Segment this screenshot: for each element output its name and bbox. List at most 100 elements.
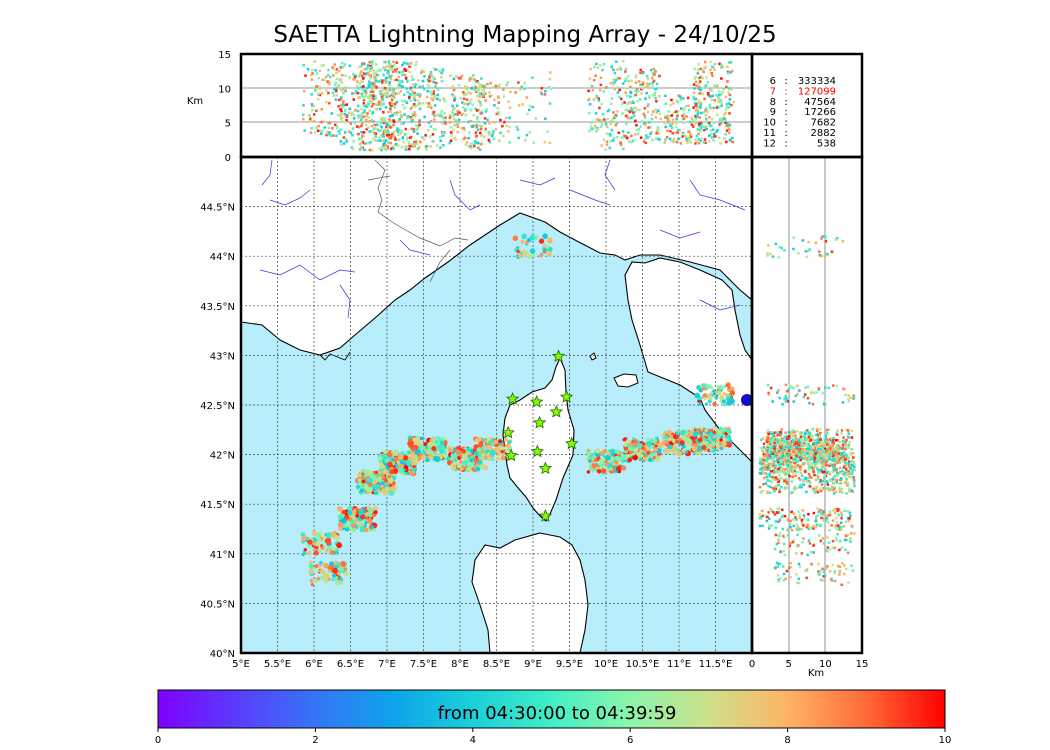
side-lightning-point xyxy=(777,470,780,474)
altitude-lightning-point xyxy=(728,123,732,127)
altitude-lightning-point xyxy=(422,87,426,91)
altitude-lightning-point xyxy=(694,101,698,105)
altitude-lightning-point xyxy=(429,145,432,148)
side-lightning-point xyxy=(813,456,816,460)
altitude-lightning-point xyxy=(339,117,343,120)
altitude-lightning-point xyxy=(325,131,329,135)
altitude-lightning-point xyxy=(681,114,684,117)
altitude-lightning-point xyxy=(465,93,468,96)
altitude-lightning-point xyxy=(371,81,374,85)
side-lightning-point xyxy=(828,513,832,517)
altitude-lightning-point xyxy=(708,103,712,107)
map-lightning-point xyxy=(456,463,462,469)
altitude-lightning-point xyxy=(372,90,375,93)
side-lightning-point xyxy=(853,479,856,482)
side-lightning-point xyxy=(836,564,840,568)
altitude-lightning-point xyxy=(693,120,696,124)
altitude-lightning-point xyxy=(448,141,451,145)
stats-panel: 6:3333347:1270998:475649:1726610:768211:… xyxy=(750,52,864,159)
map-lightning-point xyxy=(547,250,553,256)
side-lightning-point xyxy=(847,472,851,475)
lat-tick-label: 43°N xyxy=(210,351,235,362)
altitude-lightning-point xyxy=(646,75,649,78)
altitude-lightning-point xyxy=(488,95,492,98)
map-lightning-point xyxy=(427,441,434,448)
altitude-lightning-point xyxy=(658,112,662,115)
altitude-lightning-point xyxy=(406,117,409,120)
altitude-lightning-point xyxy=(626,116,629,119)
altitude-lightning-point xyxy=(401,103,404,107)
altitude-lightning-point xyxy=(593,65,596,69)
altitude-lightning-point xyxy=(712,106,715,110)
altitude-lightning-point xyxy=(344,74,347,77)
side-lightning-point xyxy=(823,453,827,457)
altitude-lightning-point xyxy=(395,101,399,104)
altitude-lightning-point xyxy=(641,80,645,84)
altitude-lightning-point xyxy=(374,97,377,100)
side-lightning-point xyxy=(790,436,793,439)
side-lightning-point xyxy=(824,440,827,443)
altitude-lightning-point xyxy=(363,110,366,114)
altitude-lightning-point xyxy=(382,73,385,77)
altitude-lightning-point xyxy=(693,67,696,71)
map-lightning-point xyxy=(624,449,628,454)
side-lightning-point xyxy=(786,454,789,457)
map-lightning-point xyxy=(505,444,511,450)
map-gridlines xyxy=(241,157,752,653)
map-lightning-point xyxy=(332,567,339,574)
side-lightning-point xyxy=(832,492,836,495)
map-lightning-point xyxy=(312,579,317,584)
altitude-lightning-point xyxy=(343,103,346,107)
altitude-lightning-point xyxy=(474,131,478,134)
altitude-lightning-point xyxy=(423,75,426,78)
altitude-lightning-point xyxy=(699,125,703,129)
map-lightning-point xyxy=(708,429,712,433)
station-marker xyxy=(538,461,553,475)
altitude-lightning-point xyxy=(362,97,365,100)
side-lightning-point xyxy=(823,451,827,455)
altitude-lightning-point xyxy=(368,130,371,133)
lon-tick-label: 10°E xyxy=(594,659,618,670)
altitude-lightning-point xyxy=(602,118,606,121)
altitude-lightning-point xyxy=(372,137,375,141)
side-lightning-point xyxy=(779,550,782,554)
altitude-lightning-point xyxy=(465,98,469,101)
altitude-lightning-point xyxy=(605,86,608,89)
altitude-lightning-point xyxy=(391,90,395,94)
side-lightning-point xyxy=(824,487,828,491)
side-lightning-point xyxy=(805,519,809,522)
altitude-lightning-point xyxy=(361,141,365,145)
map-lightning-point xyxy=(372,506,378,511)
altitude-lightning-point xyxy=(655,111,659,114)
map-lightning-point xyxy=(336,562,340,566)
side-lightning-point xyxy=(765,519,769,523)
altitude-lightning-point xyxy=(492,130,495,133)
altitude-lightning-point xyxy=(416,132,419,135)
altitude-lightning-point xyxy=(362,115,365,119)
altitude-lightning-point xyxy=(479,103,482,106)
side-lightning-point xyxy=(765,463,768,467)
map-lightning-point xyxy=(301,539,306,544)
side-lightning-point xyxy=(770,524,773,527)
side-lightning-point xyxy=(821,568,825,571)
side-lightning-point xyxy=(789,523,792,526)
side-lightning-point xyxy=(817,447,820,451)
altitude-lightning-point xyxy=(453,118,456,121)
side-lightning-point xyxy=(769,462,773,465)
altitude-lightning-point xyxy=(404,145,407,148)
altitude-lightning-point xyxy=(464,108,467,111)
side-lightning-point xyxy=(830,524,833,527)
map-lightning-point xyxy=(542,233,548,240)
altitude-lightning-point xyxy=(549,87,553,91)
altitude-lightning-point xyxy=(590,84,594,88)
altitude-lightning-point xyxy=(440,76,443,79)
altitude-lightning-point xyxy=(629,95,632,98)
land-elba xyxy=(613,373,639,388)
side-lightning-point xyxy=(820,237,823,240)
side-lightning-point xyxy=(760,448,764,451)
map-lightning-point xyxy=(486,444,492,451)
altitude-lightning-point xyxy=(619,141,622,145)
side-lightning-point xyxy=(808,248,811,251)
side-lightning-point xyxy=(800,520,804,524)
